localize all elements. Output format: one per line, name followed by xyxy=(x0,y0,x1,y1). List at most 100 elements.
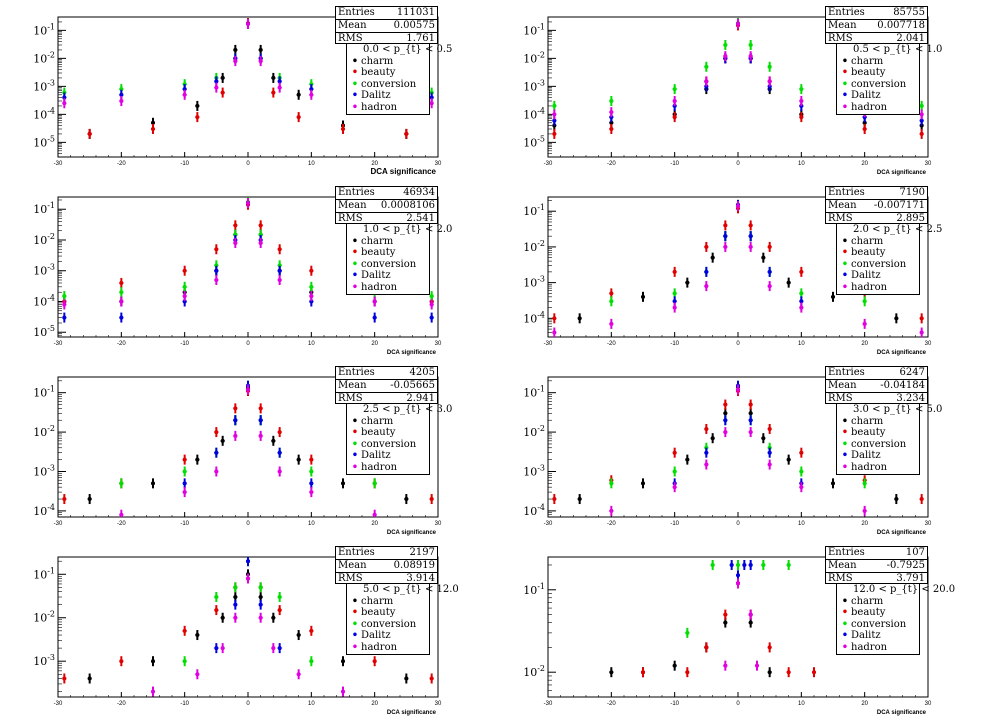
data-point xyxy=(372,481,377,486)
data-point xyxy=(609,321,614,326)
legend-marker-icon: • xyxy=(351,641,359,653)
data-point xyxy=(609,670,614,675)
x-tick-label: -30 xyxy=(544,161,553,167)
legend-box: 12.0 < p_{t} < 20.0 • charm • beauty • convers… xyxy=(836,583,956,655)
x-axis-title: DCA significance xyxy=(387,350,437,356)
y-tick-label: 10-2 xyxy=(33,424,55,439)
x-tick-label: 20 xyxy=(371,521,378,527)
data-point xyxy=(296,92,301,97)
legend-label: conversion xyxy=(851,618,907,630)
stats-label: Mean xyxy=(338,200,367,211)
y-tick-label: 10-3 xyxy=(523,78,545,93)
data-point xyxy=(685,670,690,675)
data-point xyxy=(341,127,345,131)
data-point xyxy=(723,234,728,239)
data-point xyxy=(296,115,301,120)
data-point xyxy=(767,64,772,69)
legend-label: conversion xyxy=(851,258,907,270)
data-point xyxy=(271,438,276,443)
stats-box: Entries 7190 Mean -0.007171 RMS 2.895 xyxy=(825,186,928,224)
data-point xyxy=(309,628,314,633)
data-point xyxy=(786,280,791,285)
legend-entry-conversion: • conversion xyxy=(839,259,917,271)
plot-panel-8: -30 -20 -10 0 10 20 30 10-2 10-1 DCA significance xyxy=(523,556,932,716)
legend-label: hadron xyxy=(851,461,888,473)
legend-label: charm xyxy=(851,595,884,607)
stats-row-mean: Mean -0.7925 xyxy=(826,560,927,573)
data-point xyxy=(214,469,219,474)
data-point xyxy=(195,672,200,677)
data-point xyxy=(258,615,263,620)
x-tick-label: 30 xyxy=(925,161,932,167)
legend-entry-charm: • charm xyxy=(349,416,427,428)
data-point xyxy=(641,481,645,486)
data-point xyxy=(672,485,677,490)
data-point xyxy=(62,497,67,502)
legend-label: beauty xyxy=(361,607,396,618)
x-tick-label: -10 xyxy=(670,161,679,167)
x-tick-label: 30 xyxy=(925,521,932,527)
data-point xyxy=(62,315,67,320)
data-point xyxy=(919,131,924,136)
data-point xyxy=(723,663,728,668)
data-point xyxy=(151,689,155,694)
legend-box: 3.0 < p_{t} < 5.0 • charm • beauty • conversio… xyxy=(836,403,942,475)
legend-marker-icon: • xyxy=(841,258,849,270)
x-tick-label: -30 xyxy=(54,521,63,527)
data-point xyxy=(258,595,263,600)
series-charm xyxy=(609,578,772,678)
stats-label: Entries xyxy=(338,187,375,198)
data-point xyxy=(685,457,690,462)
data-point xyxy=(214,85,219,90)
legend-marker-icon: • xyxy=(841,67,849,78)
data-point xyxy=(641,670,645,675)
legend-entry-conversion: • conversion xyxy=(349,259,427,271)
stats-row-rms: RMS 2.941 xyxy=(336,393,437,405)
series-hadron xyxy=(62,197,434,310)
data-point xyxy=(723,430,728,435)
series-hadron xyxy=(119,384,377,517)
data-point xyxy=(748,430,753,435)
legend-entry-beauty: • beauty xyxy=(839,247,917,259)
data-point xyxy=(271,90,276,95)
legend-entry-hadron: • hadron xyxy=(349,462,427,474)
data-point xyxy=(277,608,282,613)
data-point xyxy=(246,576,250,581)
legend-entry-hadron: • hadron xyxy=(349,642,427,654)
data-point xyxy=(919,103,924,108)
x-tick-label: 30 xyxy=(435,701,442,707)
stats-row-entries: Entries 46934 xyxy=(336,187,437,200)
data-point xyxy=(119,280,124,285)
stats-label: RMS xyxy=(828,393,853,404)
x-tick-label: 0 xyxy=(736,521,740,527)
y-tick-label: 10-5 xyxy=(523,134,545,149)
data-point xyxy=(919,497,924,502)
legend-marker-icon: • xyxy=(351,90,359,101)
legend-label: Dalitz xyxy=(851,450,881,461)
stats-label: RMS xyxy=(338,393,363,404)
data-point xyxy=(577,316,582,321)
data-point xyxy=(404,497,409,502)
pt-range-label: 12.0 < p_{t} < 20.0 xyxy=(853,584,956,595)
x-tick-label: -30 xyxy=(54,161,63,167)
data-point xyxy=(296,633,301,638)
data-point xyxy=(736,562,740,567)
y-tick-label: 10-2 xyxy=(33,610,55,625)
x-tick-label: 0 xyxy=(736,341,740,347)
legend-label: hadron xyxy=(851,641,888,653)
legend-entry-beauty: • beauty xyxy=(349,247,427,259)
data-point xyxy=(309,469,314,474)
legend-marker-icon: • xyxy=(351,101,359,113)
legend-marker-icon: • xyxy=(351,235,359,247)
legend-marker-icon: • xyxy=(841,235,849,247)
data-point xyxy=(214,646,219,651)
series-charm xyxy=(577,381,899,505)
x-tick-label: -20 xyxy=(607,701,616,707)
stats-label: Mean xyxy=(828,200,857,211)
y-tick-label: 10-3 xyxy=(33,263,55,278)
legend-marker-icon: • xyxy=(841,415,849,427)
data-point xyxy=(214,450,219,455)
data-point xyxy=(799,485,804,490)
stats-label: Mean xyxy=(338,380,367,391)
